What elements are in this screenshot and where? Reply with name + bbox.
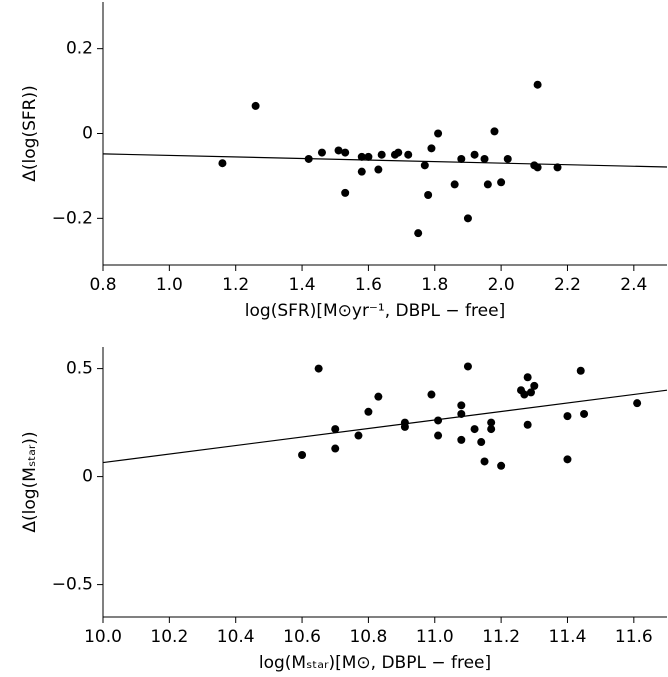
y-tick-label: 0	[82, 467, 93, 487]
point	[394, 148, 403, 157]
point	[434, 431, 443, 440]
point	[463, 362, 472, 371]
point	[400, 422, 409, 431]
x-tick-label: 10.0	[84, 627, 122, 647]
point	[490, 127, 499, 136]
point	[420, 161, 429, 170]
point	[457, 401, 466, 410]
point	[633, 399, 642, 408]
point	[427, 144, 436, 153]
point	[497, 178, 506, 187]
point	[354, 431, 363, 440]
point	[463, 214, 472, 223]
point	[503, 154, 512, 163]
point	[357, 152, 366, 161]
point	[530, 381, 539, 390]
point	[526, 388, 535, 397]
point	[523, 420, 532, 429]
point	[314, 364, 323, 373]
point	[218, 159, 227, 168]
x-tick-label: 11.2	[482, 627, 520, 647]
point	[533, 163, 542, 172]
x-tick-label: 1.6	[355, 275, 382, 295]
point	[364, 407, 373, 416]
point	[450, 180, 459, 189]
point	[377, 150, 386, 159]
x-axis-label: log(Mₛₜₐᵣ)[M⊙, DBPL − free]	[259, 653, 491, 673]
x-tick-label: 11.4	[549, 627, 587, 647]
point	[470, 150, 479, 159]
point	[576, 366, 585, 375]
x-tick-label: 10.6	[283, 627, 321, 647]
x-tick-label: 1.2	[222, 275, 249, 295]
x-tick-label: 1.8	[421, 275, 448, 295]
point	[483, 180, 492, 189]
point	[553, 163, 562, 172]
point	[520, 390, 529, 399]
x-tick-label: 2.4	[620, 275, 647, 295]
point	[457, 154, 466, 163]
point	[334, 146, 343, 155]
y-tick-label: 0.2	[66, 39, 93, 59]
point	[374, 392, 383, 401]
point	[563, 455, 572, 464]
point	[251, 101, 260, 110]
x-tick-label: 1.0	[156, 275, 183, 295]
point	[457, 409, 466, 418]
y-tick-label: −0.5	[52, 575, 93, 595]
point	[480, 154, 489, 163]
point	[331, 425, 340, 434]
point	[477, 438, 486, 447]
point	[497, 461, 506, 470]
y-tick-label: 0.5	[66, 359, 93, 379]
point	[341, 188, 350, 197]
x-tick-label: 2.2	[554, 275, 581, 295]
x-tick-label: 10.2	[150, 627, 188, 647]
point	[487, 418, 496, 427]
point	[364, 152, 373, 161]
y-axis-label: Δ(log(Mₛₜₐᵣ))	[20, 431, 40, 532]
x-axis-label: log(SFR)[M⊙yr⁻¹, DBPL − free]	[245, 301, 505, 321]
point	[317, 148, 326, 157]
x-tick-label: 11.0	[416, 627, 454, 647]
point	[427, 390, 436, 399]
point	[523, 373, 532, 382]
point	[414, 229, 423, 238]
point	[341, 148, 350, 157]
point	[480, 457, 489, 466]
point	[434, 416, 443, 425]
point	[357, 167, 366, 176]
y-tick-label: −0.2	[52, 208, 93, 228]
y-axis-label: Δ(log(SFR))	[20, 85, 40, 181]
x-tick-label: 0.8	[89, 275, 116, 295]
point	[470, 425, 479, 434]
y-tick-label: 0	[82, 124, 93, 144]
point	[434, 129, 443, 138]
point	[580, 409, 589, 418]
x-tick-label: 10.8	[349, 627, 387, 647]
x-tick-label: 10.4	[217, 627, 255, 647]
point	[304, 154, 313, 163]
fit-line	[102, 153, 668, 168]
point	[374, 165, 383, 174]
point	[298, 451, 307, 459]
x-tick-label: 1.4	[289, 275, 316, 295]
point	[563, 412, 572, 421]
point	[424, 191, 433, 200]
point	[331, 444, 340, 453]
point	[457, 435, 466, 444]
x-tick-label: 11.6	[615, 627, 653, 647]
point	[487, 425, 496, 434]
x-tick-label: 2.0	[488, 275, 515, 295]
point	[533, 80, 542, 89]
point	[404, 150, 413, 159]
fit-line	[102, 389, 668, 464]
